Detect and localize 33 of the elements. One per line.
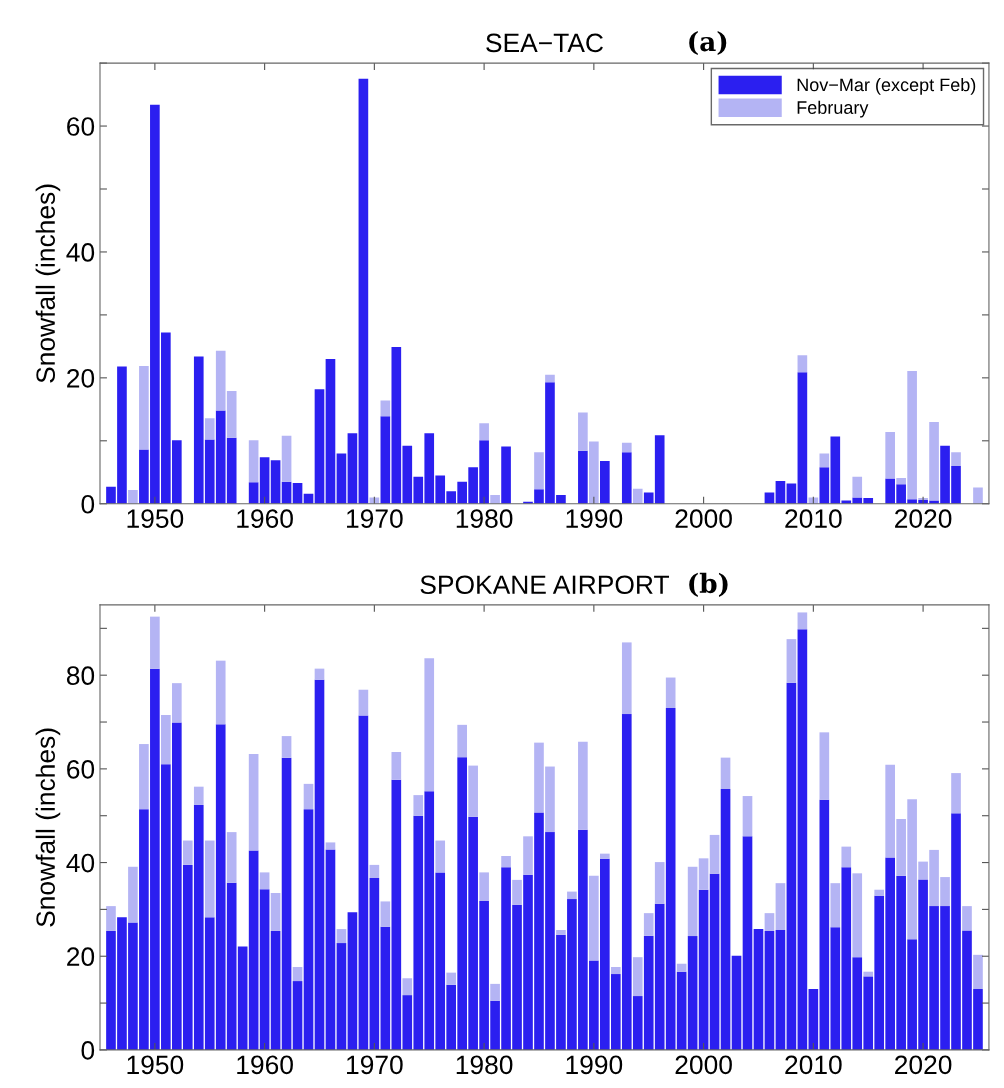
y-axis-title: Snowfall (inches) (35, 728, 61, 927)
y-tick-label: 0 (81, 494, 95, 514)
x-tick-label: 1950 (127, 509, 184, 528)
y-tick-label: 40 (66, 243, 95, 262)
legend-label: Nov−Mar (except Feb) (797, 78, 976, 95)
x-tick-label: 2010 (785, 1055, 842, 1075)
x-tick-label: 2000 (675, 509, 732, 528)
y-tick-label: 20 (67, 368, 95, 388)
x-tick-label: 1970 (347, 1055, 403, 1075)
y-tick-label: 40 (66, 853, 95, 873)
y-tick-label: 0 (81, 1041, 95, 1060)
y-axis-title: Snowfall (inches) (35, 184, 61, 383)
text: (b) (689, 572, 728, 597)
x-tick-label: 2020 (895, 509, 952, 528)
chart-title: SPOKANE AIRPORT (420, 575, 670, 595)
y-tick-label: 60 (67, 117, 95, 136)
legend-label: February (797, 100, 869, 118)
x-tick-label: 2010 (785, 509, 842, 528)
x-tick-label: 1970 (347, 509, 403, 528)
x-tick-label: 1960 (237, 1055, 293, 1075)
x-tick-label: 1990 (566, 1055, 623, 1075)
x-tick-label: 2020 (895, 1055, 952, 1075)
y-tick-label: 20 (67, 947, 95, 967)
text: (a) (689, 30, 727, 56)
x-tick-label: 1950 (127, 1055, 184, 1075)
x-tick-label: 1990 (566, 509, 623, 528)
x-tick-label: 2000 (675, 1055, 732, 1075)
y-tick-label: 80 (66, 666, 95, 686)
chart-title: SEA−TAC (486, 33, 603, 53)
x-tick-label: 1980 (456, 509, 513, 528)
x-tick-label: 1980 (456, 1055, 513, 1075)
x-tick-label: 1960 (237, 509, 293, 528)
y-tick-label: 60 (67, 760, 95, 779)
